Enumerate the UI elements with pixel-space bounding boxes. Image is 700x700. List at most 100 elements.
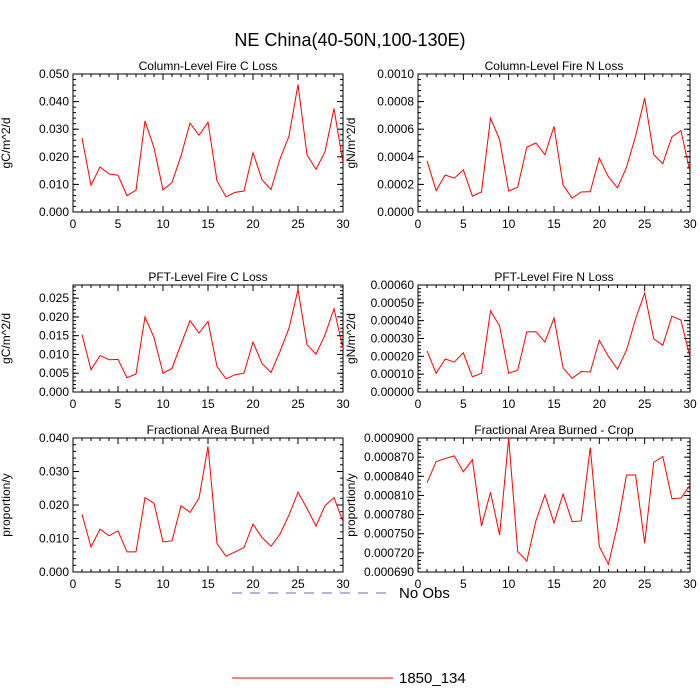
series-line-1850_134: [426, 438, 690, 566]
panel-title: Fractional Area Burned: [147, 423, 270, 437]
x-tick-label: 30: [336, 397, 350, 411]
y-axis-label: gN/m^2/d: [344, 118, 358, 169]
x-tick-label: 15: [201, 217, 215, 231]
x-tick-label: 5: [460, 577, 467, 591]
y-axis-label: proportion/y: [0, 473, 13, 536]
series-line-1850_134: [81, 446, 343, 557]
x-tick-label: 25: [638, 397, 652, 411]
x-tick-label: 30: [683, 577, 697, 591]
y-tick-label: 0.030: [39, 465, 69, 479]
y-tick-label: 0.005: [39, 366, 69, 380]
y-tick-label: 0.000720: [364, 546, 414, 560]
x-tick-label: 20: [246, 217, 260, 231]
y-tick-label: 0.00040: [371, 314, 415, 328]
x-tick-label: 15: [547, 397, 561, 411]
y-axis-label: gC/m^2/d: [0, 118, 13, 169]
y-tick-label: 0.000780: [364, 508, 414, 522]
y-tick-label: 0.000690: [364, 565, 414, 579]
series-line-1850_134: [81, 84, 343, 198]
x-tick-label: 10: [502, 577, 516, 591]
y-tick-label: 0.025: [39, 291, 69, 305]
y-tick-label: 0.010: [39, 347, 69, 361]
x-tick-label: 10: [502, 217, 516, 231]
y-tick-label: 0.0002: [377, 177, 414, 191]
panel-title: Column-Level Fire C Loss: [139, 59, 278, 73]
y-tick-label: 0.020: [39, 498, 69, 512]
y-tick-label: 0.0006: [377, 122, 414, 136]
x-tick-label: 15: [547, 217, 561, 231]
series-line-1850_134: [426, 291, 690, 379]
y-tick-label: 0.00030: [371, 332, 415, 346]
x-tick-label: 15: [201, 577, 215, 591]
chart-panel-1: Column-Level Fire C Loss gC/m^2/d 0.000 0.0…: [0, 59, 350, 231]
chart-panels: Column-Level Fire C Loss gC/m^2/d 0.000 0.0…: [0, 59, 697, 591]
plot-frame: [72, 73, 344, 213]
legend: No Obs 1850_134: [232, 585, 466, 687]
y-tick-label: 0.000840: [364, 469, 414, 483]
y-tick-label: 0.000: [39, 205, 69, 219]
x-tick-label: 25: [291, 217, 305, 231]
chart-panel-4: PFT-Level Fire N Loss gN/m^2/d 0.00000 0.00…: [344, 270, 697, 411]
x-tick-label: 30: [683, 217, 697, 231]
y-tick-label: 0.0004: [377, 150, 414, 164]
x-tick-label: 25: [291, 577, 305, 591]
y-tick-label: 0.000: [39, 565, 69, 579]
y-tick-label: 0.040: [39, 95, 69, 109]
y-tick-label: 0.015: [39, 329, 69, 343]
y-tick-label: 0.0010: [377, 67, 414, 81]
y-tick-label: 0.00020: [371, 349, 415, 363]
chart-panel-5: Fractional Area Burnedproportion/y0.0000…: [0, 423, 350, 591]
x-tick-label: 20: [593, 577, 607, 591]
y-tick-label: 0.00010: [371, 367, 415, 381]
figure-title: NE China(40-50N,100-130E): [234, 30, 465, 50]
x-tick-label: 5: [460, 217, 467, 231]
x-tick-label: 10: [156, 217, 170, 231]
legend-label-1: No Obs: [399, 585, 450, 602]
x-tick-label: 0: [70, 577, 77, 591]
panel-title: Fractional Area Burned - Crop: [474, 423, 634, 437]
x-tick-label: 30: [683, 397, 697, 411]
x-tick-label: 10: [156, 577, 170, 591]
y-tick-label: 0.0008: [377, 95, 414, 109]
x-tick-label: 20: [593, 397, 607, 411]
x-tick-label: 20: [246, 577, 260, 591]
legend-label-2: 1850_134: [399, 670, 466, 687]
panel-title: PFT-Level Fire N Loss: [494, 270, 613, 284]
series-line-1850_134: [426, 98, 690, 199]
x-tick-label: 30: [336, 217, 350, 231]
x-tick-label: 5: [460, 397, 467, 411]
plot-frame: [417, 73, 691, 213]
x-tick-label: 0: [415, 217, 422, 231]
x-tick-label: 0: [415, 577, 422, 591]
chart-panel-3: PFT-Level Fire C Loss gC/m^2/d 0.000 0.005 0…: [0, 270, 350, 411]
y-tick-label: 0.000870: [364, 450, 414, 464]
x-tick-label: 10: [502, 397, 516, 411]
x-tick-label: 0: [70, 397, 77, 411]
y-tick-label: 0.000750: [364, 527, 414, 541]
x-tick-label: 0: [70, 217, 77, 231]
x-tick-label: 15: [547, 577, 561, 591]
y-tick-label: 0.010: [39, 177, 69, 191]
chart-panel-2: Column-Level Fire N Loss gN/m^2/d 0.0000 0.…: [344, 59, 697, 231]
plot-frame: [72, 284, 344, 393]
y-tick-label: 0.050: [39, 67, 69, 81]
x-tick-label: 25: [638, 577, 652, 591]
y-tick-label: 0.030: [39, 122, 69, 136]
y-tick-label: 0.020: [39, 150, 69, 164]
chart-panel-6: Fractional Area Burned - Crop proportion/…: [344, 423, 697, 591]
x-tick-label: 25: [291, 397, 305, 411]
x-tick-label: 5: [115, 577, 122, 591]
y-tick-label: 0.040: [39, 431, 69, 445]
y-tick-label: 0.00000: [371, 385, 415, 399]
y-tick-label: 0.00050: [371, 296, 415, 310]
x-tick-label: 10: [156, 397, 170, 411]
x-tick-label: 5: [115, 397, 122, 411]
y-tick-label: 0.00060: [371, 278, 415, 292]
y-tick-label: 0.000900: [364, 431, 414, 445]
panel-title: PFT-Level Fire C Loss: [148, 270, 267, 284]
series-line-1850_134: [81, 289, 343, 380]
y-axis-label: proportion/y: [344, 473, 358, 536]
y-tick-label: 0.000810: [364, 488, 414, 502]
x-tick-label: 15: [201, 397, 215, 411]
